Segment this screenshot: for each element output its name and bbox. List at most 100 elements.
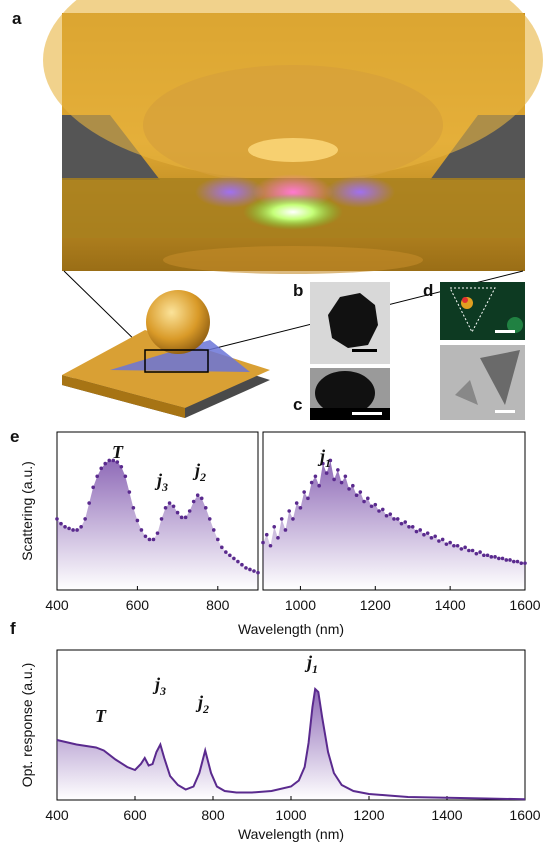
- data-point: [347, 487, 351, 491]
- data-point: [504, 558, 509, 562]
- y-axis-label: Opt. response (a.u.): [19, 663, 35, 788]
- data-point: [294, 501, 299, 505]
- data-point: [256, 570, 260, 575]
- panel-label: b: [293, 281, 303, 300]
- x-tick-label: 1400: [431, 807, 462, 823]
- x-axis-label: Wavelength (nm): [238, 826, 344, 842]
- data-point: [425, 531, 430, 535]
- data-point: [511, 559, 516, 564]
- panel-label: c: [293, 395, 302, 414]
- annotation-text: j: [192, 460, 201, 480]
- data-point: [497, 556, 501, 561]
- data-point: [151, 537, 156, 542]
- annotation-subscript: 1: [325, 456, 331, 470]
- annotation: j3: [152, 674, 166, 698]
- data-point: [324, 471, 329, 475]
- data-point: [252, 569, 256, 573]
- annotation: j3: [154, 470, 168, 494]
- annotation-subscript: 2: [202, 702, 209, 716]
- data-point: [123, 474, 128, 479]
- data-point: [79, 525, 83, 529]
- data-point: [309, 480, 314, 485]
- data-point: [317, 483, 321, 488]
- data-point: [115, 460, 120, 464]
- data-point: [107, 458, 112, 463]
- data-point: [500, 556, 505, 561]
- illustration: [43, 0, 543, 420]
- data-point: [211, 528, 216, 532]
- data-point: [155, 531, 160, 535]
- data-point: [321, 461, 325, 466]
- data-point: [433, 534, 437, 539]
- data-point: [407, 525, 411, 529]
- data-point: [437, 539, 441, 543]
- data-point: [508, 558, 512, 562]
- data-point: [187, 509, 192, 513]
- data-point: [422, 532, 426, 537]
- annotation-subscript: 3: [161, 480, 168, 494]
- annotation-text: j: [152, 674, 161, 694]
- panel-label: f: [10, 619, 16, 638]
- data-point: [515, 559, 520, 564]
- annotation: T: [112, 442, 124, 462]
- data-point: [380, 507, 385, 512]
- data-point: [175, 510, 180, 515]
- annotation: T: [95, 706, 107, 726]
- data-point: [240, 562, 244, 567]
- data-point: [191, 499, 196, 504]
- data-point: [63, 525, 67, 529]
- annotation-text: j: [317, 446, 326, 466]
- x-tick-label: 400: [45, 807, 69, 823]
- data-point: [455, 543, 460, 548]
- annotation-text: j: [154, 470, 163, 490]
- data-point: [302, 490, 306, 494]
- panel-label: d: [423, 281, 433, 300]
- data-point: [99, 466, 104, 471]
- data-point: [470, 548, 475, 553]
- x-tick-label: 1600: [509, 807, 540, 823]
- data-point: [147, 537, 152, 542]
- x-tick-label: 1200: [360, 597, 391, 613]
- data-point: [224, 550, 228, 554]
- data-point: [403, 520, 408, 524]
- data-point: [171, 504, 176, 509]
- data-point: [159, 517, 164, 521]
- annotation: j2: [192, 460, 206, 484]
- data-point: [493, 555, 497, 559]
- data-point: [228, 553, 232, 558]
- data-point: [143, 534, 148, 539]
- data-point: [332, 477, 336, 482]
- data-point: [369, 504, 374, 509]
- data-point: [362, 499, 366, 504]
- line: [56, 686, 526, 801]
- x-tick-label: 600: [123, 807, 147, 823]
- x-tick-label: 1600: [509, 597, 540, 613]
- data-point: [203, 506, 208, 510]
- data-point: [478, 550, 482, 554]
- data-point: [463, 545, 467, 550]
- data-point: [414, 529, 419, 534]
- data-point: [59, 521, 63, 526]
- data-point: [199, 496, 204, 501]
- data-point: [287, 509, 292, 513]
- data-point: [67, 526, 71, 531]
- data-point: [276, 536, 280, 540]
- data-point: [264, 532, 269, 537]
- data-point: [373, 502, 378, 507]
- x-tick-label: 1000: [275, 807, 306, 823]
- x-tick-label: 1400: [435, 597, 466, 613]
- data-point: [388, 512, 393, 516]
- data-point: [244, 566, 248, 570]
- data-point: [474, 551, 479, 556]
- data-point: [179, 515, 184, 520]
- data-point: [384, 513, 389, 518]
- area-fill: [263, 460, 525, 590]
- data-point: [336, 468, 340, 472]
- annotation: j1: [304, 652, 318, 676]
- data-point: [298, 506, 303, 510]
- data-point: [440, 537, 445, 542]
- x-tick-label: 1000: [285, 597, 316, 613]
- data-point: [351, 483, 355, 488]
